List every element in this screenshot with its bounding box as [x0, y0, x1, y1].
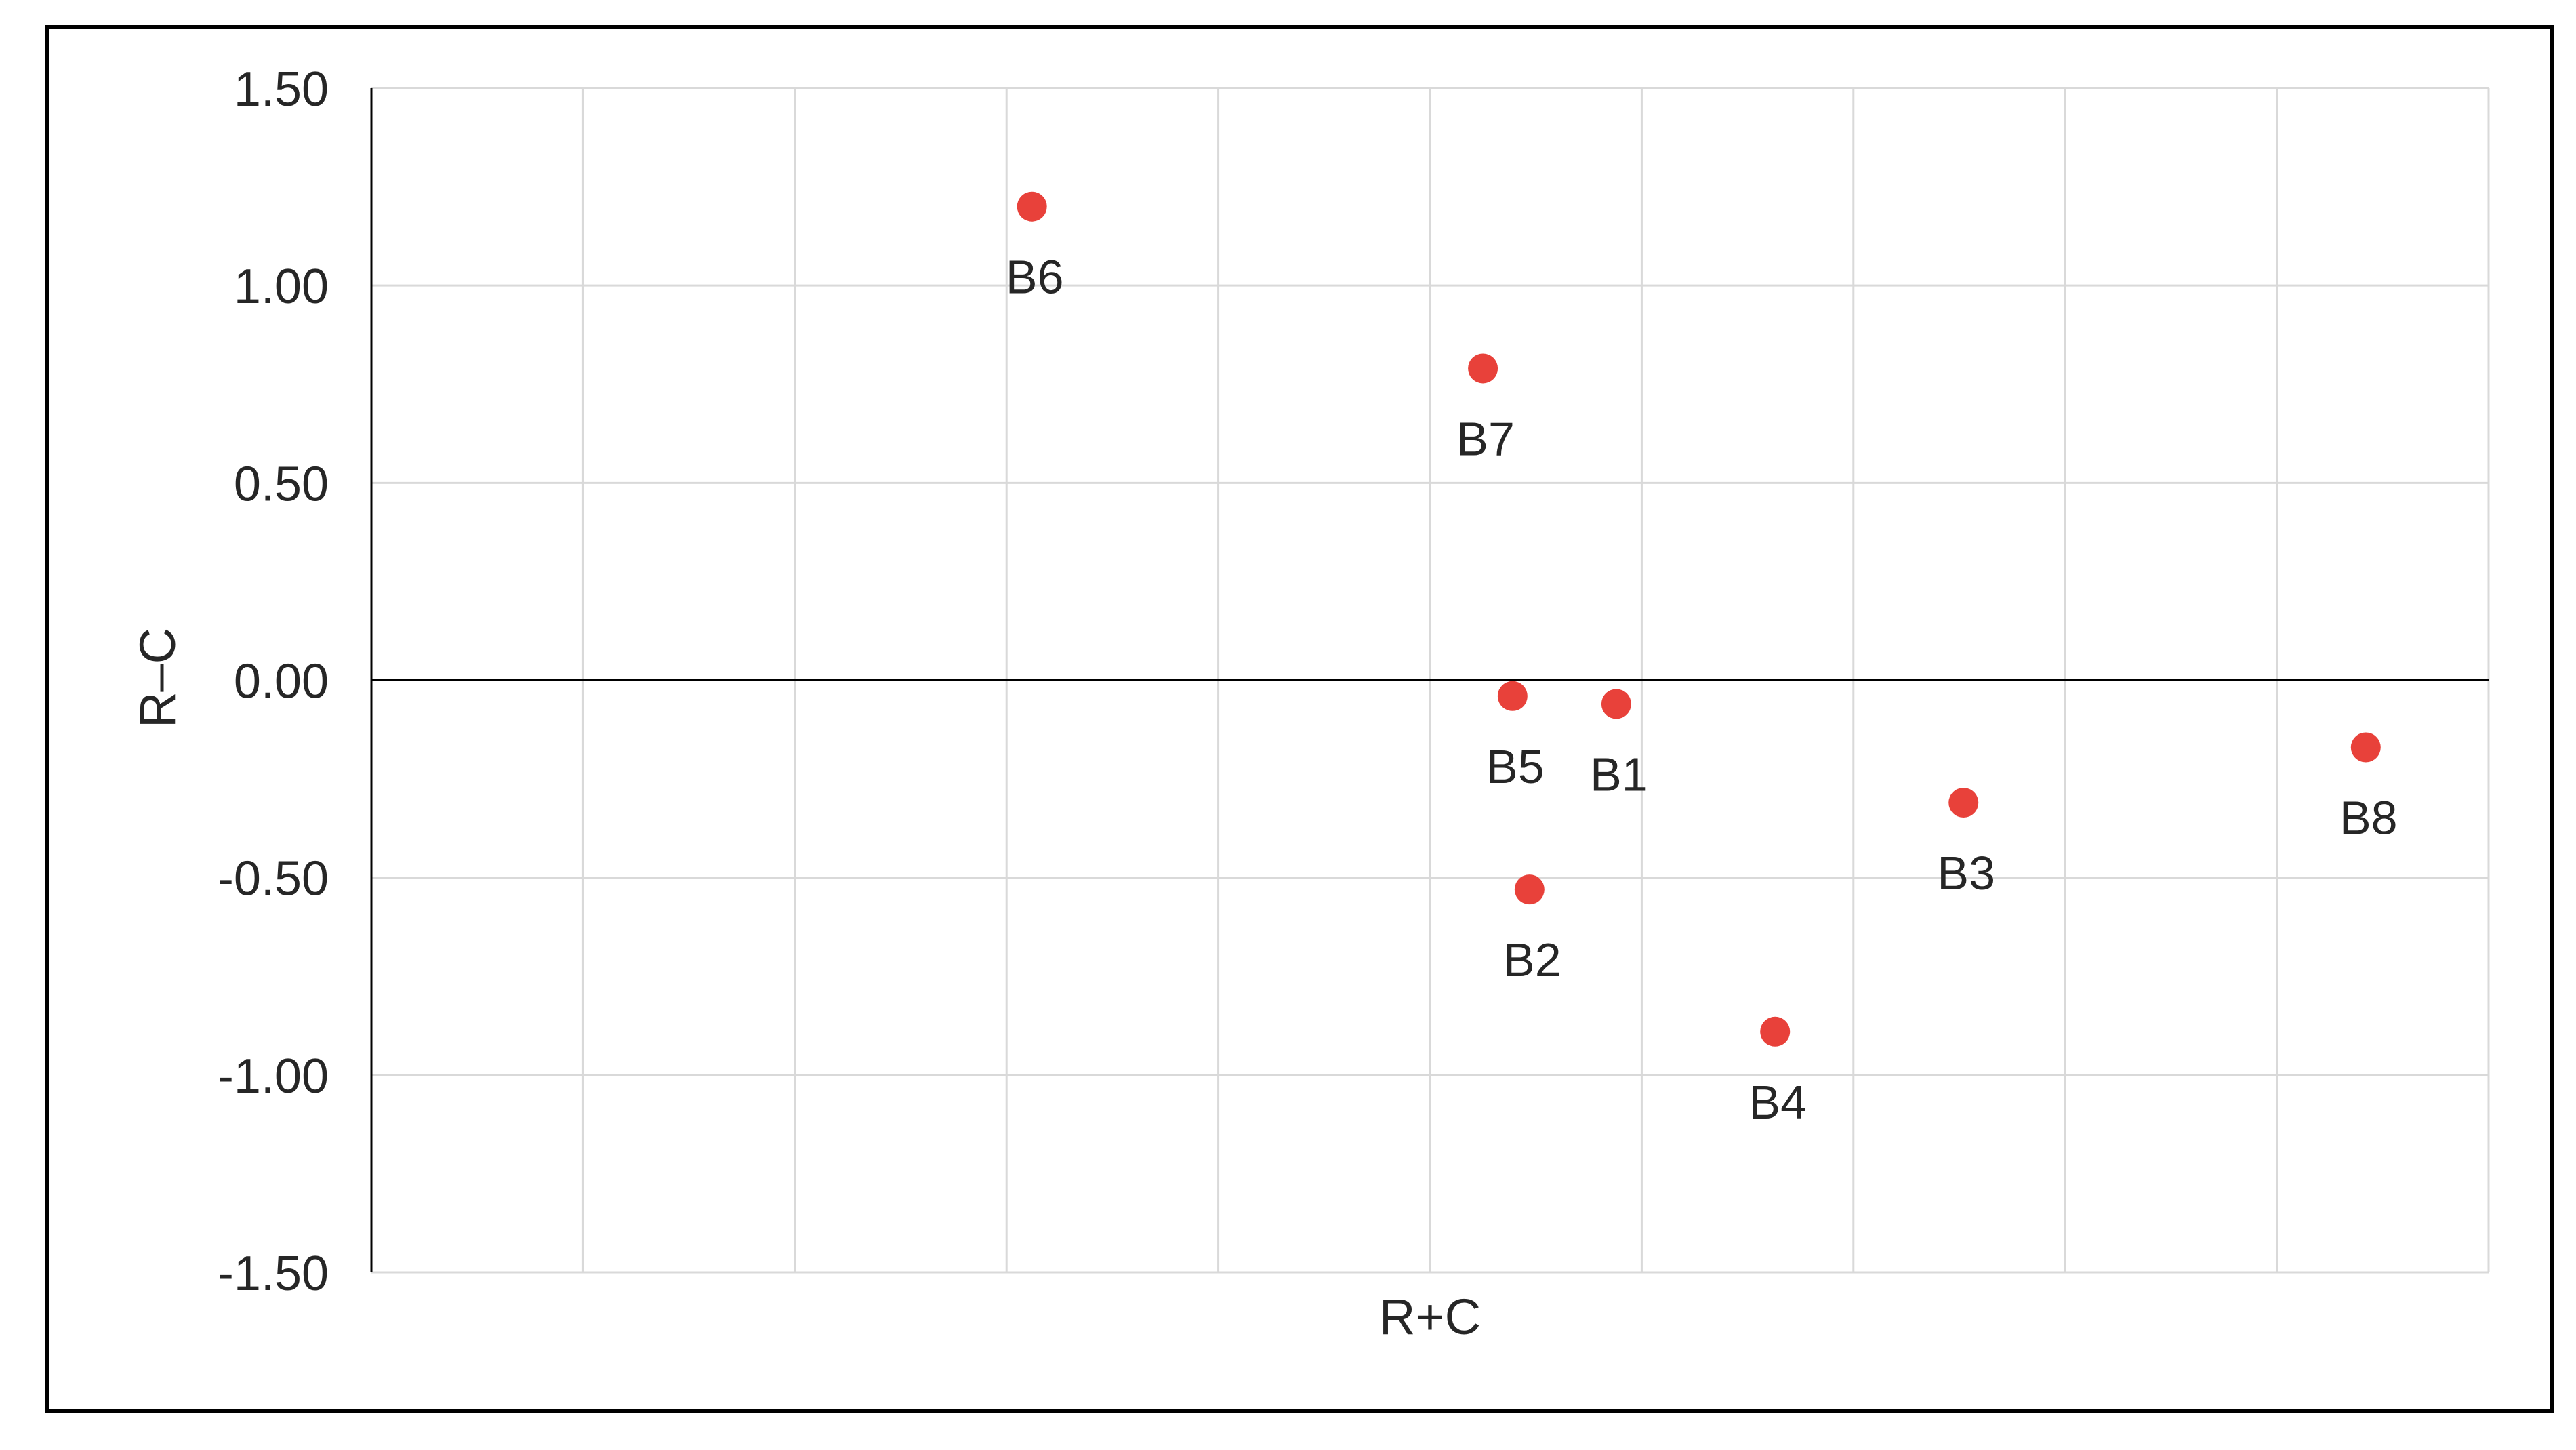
- chart-frame: [45, 25, 2554, 1413]
- y-tick-label: -1.50: [218, 1247, 329, 1301]
- data-label-b7: B7: [1456, 412, 1515, 465]
- y-tick-label: 0.00: [234, 655, 329, 709]
- data-point-b6: [1017, 191, 1047, 222]
- data-point-b2: [1514, 874, 1545, 905]
- data-label-b4: B4: [1749, 1076, 1807, 1129]
- data-labels: B6 B7 B5 B1 B2 B4 B3 B8: [1006, 251, 2398, 1129]
- y-tick-label: 1.00: [234, 260, 329, 314]
- data-label-b3: B3: [1937, 847, 1995, 900]
- data-label-b1: B1: [1590, 748, 1648, 801]
- y-tick-labels: 1.50 1.00 0.50 0.00 -0.50 -1.00 -1.50: [218, 62, 329, 1301]
- y-tick-label: 0.50: [234, 457, 329, 511]
- y-tick-label: -1.00: [218, 1049, 329, 1104]
- data-point-b5: [1497, 681, 1528, 711]
- y-axis-title: R–C: [129, 628, 186, 728]
- data-point-b1: [1601, 689, 1631, 719]
- y-tick-label: -0.50: [218, 852, 329, 906]
- axes: [370, 88, 2489, 1272]
- data-label-b5: B5: [1486, 740, 1545, 793]
- data-point-b7: [1468, 353, 1498, 384]
- data-point-b3: [1948, 788, 1979, 818]
- data-points: [1017, 191, 2381, 1047]
- data-label-b2: B2: [1503, 933, 1561, 986]
- data-label-b8: B8: [2339, 791, 2398, 844]
- data-point-b8: [2350, 732, 2381, 763]
- data-point-b4: [1760, 1016, 1791, 1047]
- data-label-b6: B6: [1006, 251, 1064, 304]
- x-axis-title: R+C: [1379, 1289, 1481, 1345]
- y-tick-label: 1.50: [234, 62, 329, 117]
